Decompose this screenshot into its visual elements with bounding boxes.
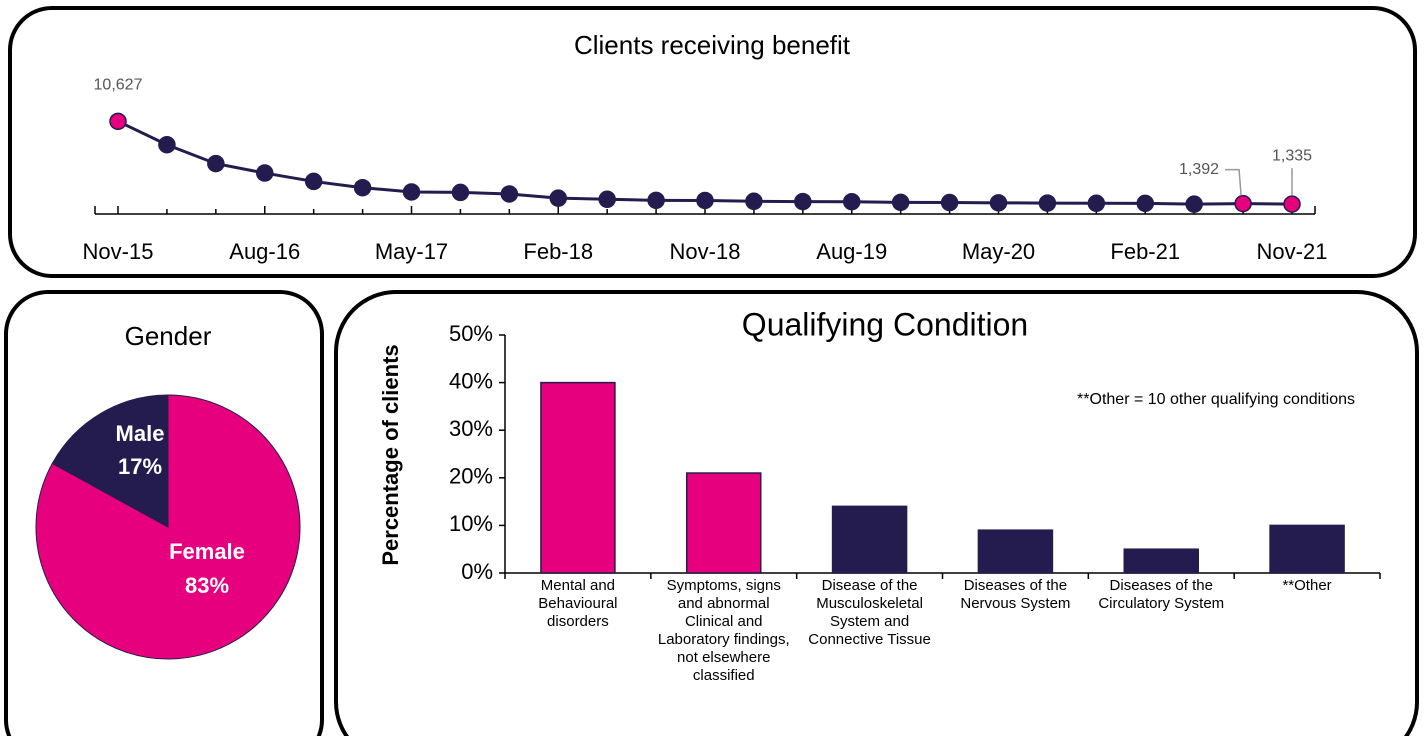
marker [1234, 194, 1252, 213]
marker [402, 183, 421, 201]
x-tick-label: Feb-18 [523, 239, 593, 264]
marker [1038, 194, 1057, 212]
marker [891, 193, 910, 212]
chart-title: Clients receiving benefit [574, 30, 851, 60]
bar [686, 472, 762, 574]
chart-title: Gender [125, 321, 212, 351]
leader-line [1225, 168, 1242, 196]
marker [158, 135, 176, 154]
pie-slice [51, 394, 169, 528]
chart-title: Qualifying Condition [742, 306, 1028, 342]
pie-slice [35, 394, 301, 660]
slice-label: Male [116, 421, 165, 446]
y-tick-label: 0% [461, 559, 493, 584]
marker [207, 154, 225, 173]
marker [304, 172, 323, 191]
line [117, 119, 1293, 206]
x-tick-label: Symptoms, signs and abnormal Clinical an… [657, 577, 790, 684]
y-tick-label: 20% [449, 464, 493, 489]
y-tick-label: 30% [449, 416, 493, 441]
marker [745, 192, 763, 211]
marker [843, 192, 861, 211]
x-tick-label: May-17 [375, 239, 448, 264]
panel [334, 290, 1419, 736]
marker [696, 191, 714, 210]
data-label: 10,627 [94, 77, 143, 94]
y-axis-label: Percentage of clients [378, 344, 403, 565]
marker [1087, 194, 1106, 213]
annotation: **Other = 10 other qualifying conditions [1077, 391, 1355, 408]
bar [1269, 524, 1345, 574]
marker [989, 194, 1008, 212]
panel [8, 6, 1417, 278]
x-tick-label: Diseases of the Circulatory System [1098, 577, 1225, 612]
marker [256, 164, 274, 182]
slice-value: 17% [118, 454, 162, 479]
marker [647, 191, 665, 210]
x-tick-label: Disease of the Musculoskeletal System an… [808, 577, 931, 648]
x-tick-label: Diseases of the Nervous System [960, 577, 1071, 612]
x-tick-label: Feb-21 [1110, 239, 1180, 264]
data-label: 1,392 [1179, 161, 1219, 178]
slice-label: Female [169, 539, 245, 564]
marker [794, 192, 812, 211]
marker [1185, 195, 1203, 213]
x-tick-label: Aug-16 [229, 239, 300, 264]
y-tick-label: 10% [449, 511, 493, 536]
marker [598, 190, 616, 209]
panel [4, 290, 324, 736]
marker [1283, 195, 1301, 213]
marker [109, 112, 127, 131]
marker [451, 183, 470, 202]
x-tick-label: Mental and Behavioural disorders [538, 577, 618, 630]
y-tick-label: 40% [449, 368, 493, 393]
bar [1123, 548, 1199, 574]
y-tick-label: 50% [449, 321, 493, 346]
x-tick-label: May-20 [962, 239, 1035, 264]
x-tick-label: Nov-18 [670, 239, 741, 264]
bar [831, 505, 908, 574]
marker [549, 189, 567, 207]
bar [540, 381, 616, 574]
marker [353, 178, 372, 197]
x-tick-label: Nov-21 [1257, 239, 1328, 264]
x-tick-label: Nov-15 [83, 239, 154, 264]
x-tick-label: **Other [1282, 577, 1332, 594]
slice-value: 83% [185, 573, 229, 598]
marker [940, 193, 959, 212]
marker [500, 185, 519, 203]
data-label: 1,335 [1272, 147, 1312, 164]
bar [977, 529, 1054, 574]
x-tick-label: Aug-19 [816, 239, 887, 264]
marker [1136, 194, 1154, 213]
